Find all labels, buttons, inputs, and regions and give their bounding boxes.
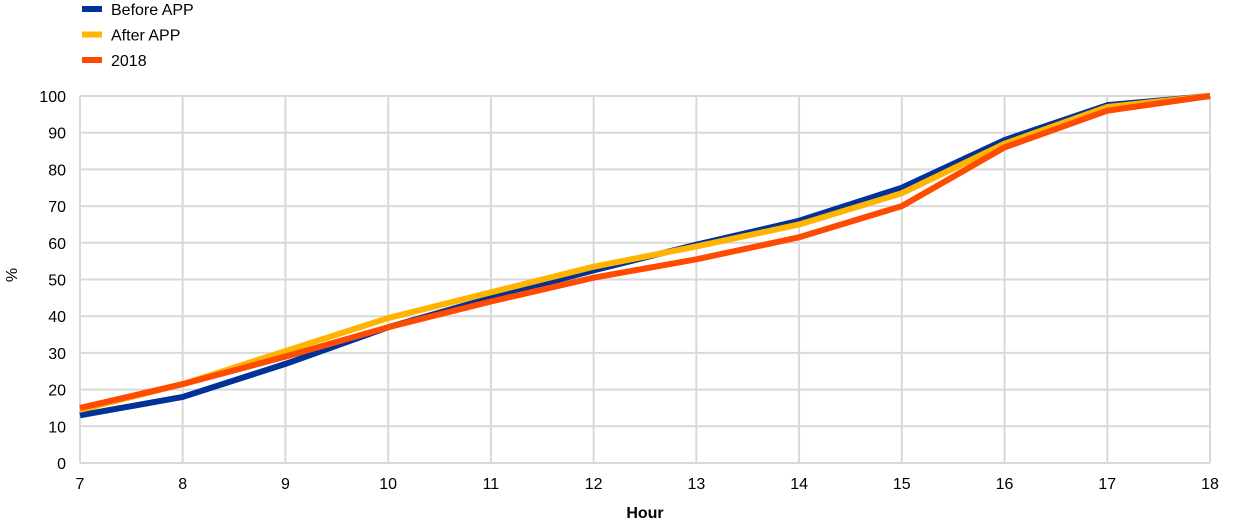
x-tick-label: 16 [996,476,1014,493]
y-axis: 0 10 20 30 40 50 60 70 80 90 100 [39,89,66,473]
x-axis-label: Hour [626,505,663,522]
legend-swatch [82,57,102,63]
legend-swatch [82,32,102,38]
x-axis: 7 8 9 10 11 12 13 14 15 16 17 18 [76,476,1219,493]
y-tick-label: 80 [48,162,66,179]
y-tick-label: 50 [48,273,66,290]
y-tick-label: 40 [48,309,66,326]
y-tick-label: 90 [48,126,66,143]
legend: Before APP After APP 2018 [82,2,194,70]
x-tick-label: 15 [893,476,911,493]
y-tick-label: 10 [48,419,66,436]
x-tick-label: 12 [585,476,603,493]
y-tick-label: 60 [48,236,66,253]
legend-label: After APP [111,28,180,45]
legend-label: Before APP [111,2,194,19]
y-tick-label: 20 [48,383,66,400]
x-tick-label: 17 [1098,476,1116,493]
x-tick-label: 13 [687,476,705,493]
legend-swatch [82,6,102,12]
series-lines [80,96,1210,415]
y-tick-label: 0 [57,456,66,473]
x-tick-label: 18 [1201,476,1219,493]
legend-label: 2018 [111,53,147,70]
x-tick-label: 10 [379,476,397,493]
x-tick-label: 7 [76,476,85,493]
grid [80,96,1210,463]
x-tick-label: 8 [178,476,187,493]
y-tick-label: 30 [48,346,66,363]
y-tick-label: 100 [39,89,66,106]
x-tick-label: 9 [281,476,290,493]
y-tick-label: 70 [48,199,66,216]
x-tick-label: 14 [790,476,808,493]
x-tick-label: 11 [483,476,500,493]
series-line-1 [80,96,1210,410]
y-axis-label: % [4,268,21,282]
